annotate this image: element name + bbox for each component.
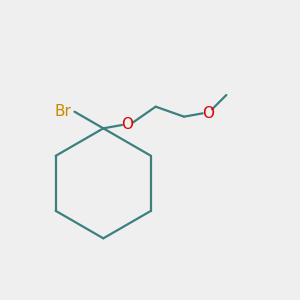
Text: O: O — [121, 118, 133, 133]
Text: O: O — [202, 106, 214, 121]
Text: Br: Br — [55, 104, 72, 119]
